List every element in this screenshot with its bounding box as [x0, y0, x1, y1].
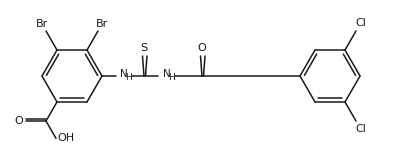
Text: H: H — [125, 73, 132, 82]
Text: O: O — [15, 116, 23, 126]
Text: S: S — [140, 43, 147, 53]
Text: OH: OH — [57, 133, 75, 143]
Text: Cl: Cl — [354, 18, 365, 28]
Text: Cl: Cl — [354, 124, 365, 134]
Text: H: H — [168, 73, 175, 82]
Text: O: O — [197, 43, 206, 53]
Text: Br: Br — [36, 19, 48, 29]
Text: Br: Br — [96, 19, 108, 29]
Text: N: N — [163, 69, 171, 79]
Text: N: N — [120, 69, 128, 79]
